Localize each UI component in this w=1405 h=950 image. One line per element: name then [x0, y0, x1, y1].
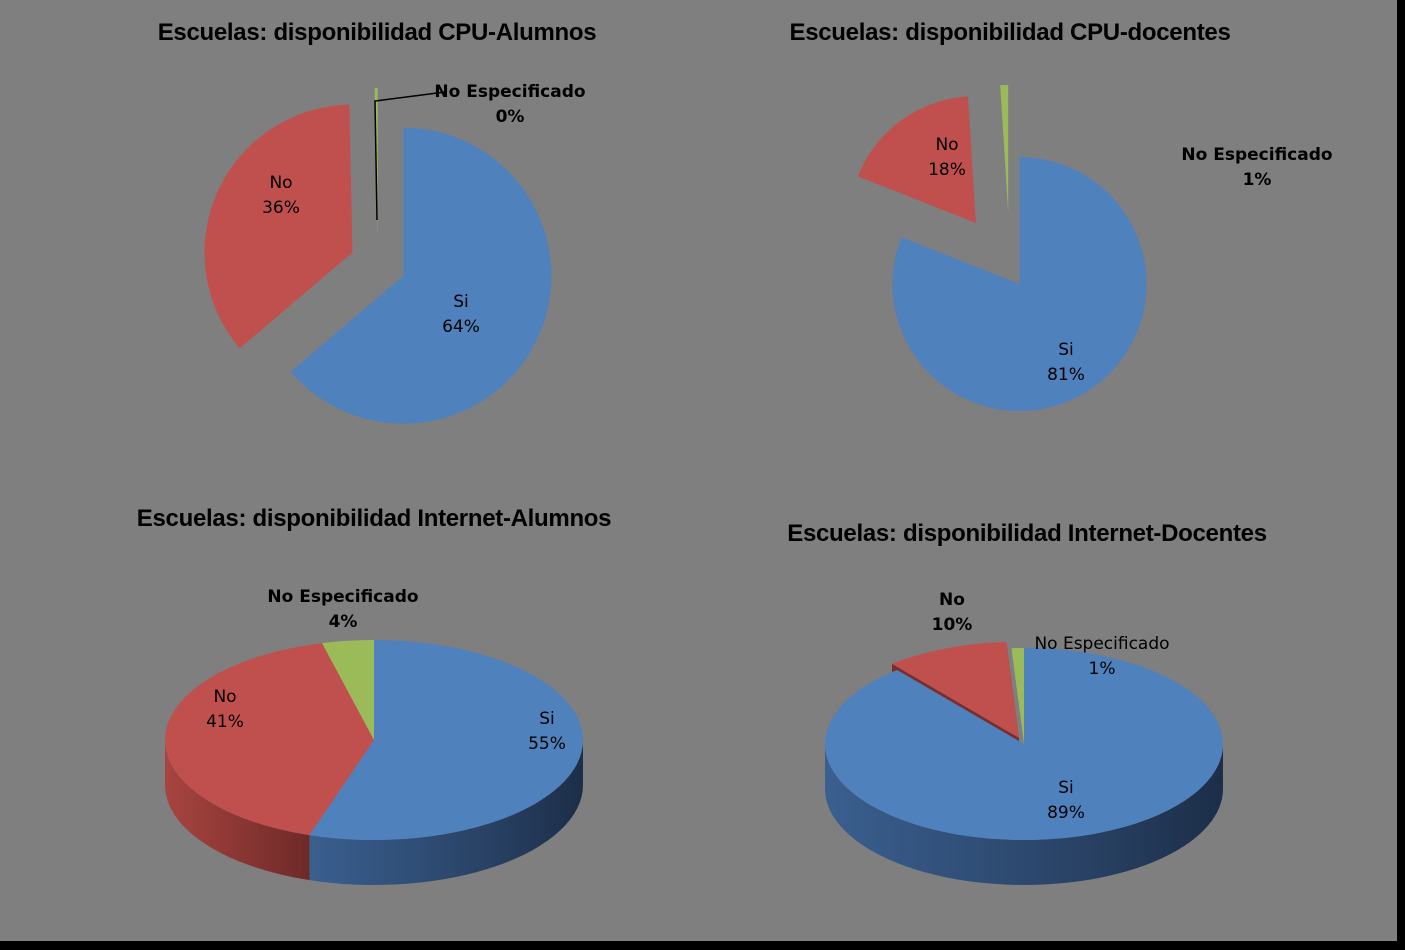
chart-title-internet-docentes: Escuelas: disponibilidad Internet-Docent…: [787, 520, 1267, 547]
pie3-si-side: [825, 744, 1223, 885]
pie2-no-label: No 41%: [206, 687, 244, 732]
pie1-si-slice: [892, 157, 1147, 412]
pie2-no-side: [165, 740, 310, 881]
chart-title-cpu-alumnos: Escuelas: disponibilidad CPU-Alumnos: [157, 19, 597, 46]
pie1-no-especificado-slice: [1000, 85, 1009, 213]
pie1-no-slice: [857, 96, 976, 224]
pie2-no-especificado-label: No Especificado 4%: [267, 587, 418, 632]
pie1-no-especificado-label: No Especificado 1%: [1181, 145, 1332, 190]
pie3-no-especificado-slice: [1011, 648, 1024, 744]
chart-title-internet-alumnos: Escuelas: disponibilidad Internet-Alumno…: [136, 505, 612, 532]
pie0-leader-line: [374, 91, 446, 221]
pie3-no-slice: [891, 641, 1019, 738]
pie2-no-slice: [165, 643, 374, 836]
pie2-si-side: [309, 740, 583, 885]
pie3-no-label: No 10%: [932, 590, 973, 635]
pie2-si-label: Si 55%: [528, 709, 566, 754]
pie3-no-especificado-label: No Especificado 1%: [1034, 634, 1169, 679]
pie3-si-label: Si 89%: [1047, 778, 1085, 823]
pie0-no-slice: [204, 104, 353, 349]
pie0-no-especificado-label: No Especificado 0%: [434, 82, 585, 127]
pie0-si-slice: [290, 127, 552, 424]
pie2-si-slice: [309, 639, 583, 840]
chart-title-cpu-docentes: Escuelas: disponibilidad CPU-docentes: [789, 19, 1231, 46]
pie1-si-label: Si 81%: [1047, 340, 1085, 385]
pie0-si-label: Si 64%: [442, 292, 480, 337]
pie1-no-label: No 18%: [928, 135, 966, 180]
pie2-no-especificado-slice: [322, 640, 374, 740]
pie0-no-label: No 36%: [262, 173, 300, 218]
